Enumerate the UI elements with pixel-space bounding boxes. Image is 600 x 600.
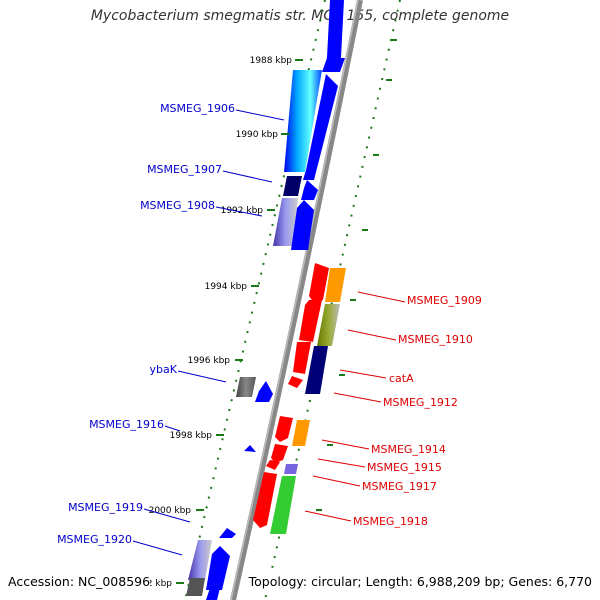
gene-block[interactable] (325, 268, 346, 302)
tick-label: 1998 kbp (170, 431, 213, 441)
gene-block[interactable] (305, 346, 328, 394)
gene-label-msmeg-1915[interactable]: MSMEG_1915 (367, 461, 442, 474)
minor-ticks (316, 39, 397, 511)
gene-label-msmeg-1916[interactable]: MSMEG_1916 (89, 418, 164, 431)
gene-label-group: MSMEG_1918 (304, 510, 428, 528)
gene-label-msmeg-1918[interactable]: MSMEG_1918 (353, 515, 428, 528)
scale-tick: 1990 kbp (236, 130, 289, 140)
scale-ticks: 1988 kbp 1990 kbp 1992 kbp 1994 kbp 1996… (130, 56, 303, 589)
gene-label-msmeg-1910[interactable]: MSMEG_1910 (398, 333, 473, 346)
gene-label-msmeg-1907[interactable]: MSMEG_1907 (147, 163, 222, 176)
left-gene-labels: MSMEG_1906 MSMEG_1907 MSMEG_1908 ybaK MS… (57, 102, 285, 556)
gene-label-group: MSMEG_1917 (312, 475, 437, 493)
gene-block[interactable] (206, 588, 220, 600)
tick-label: 1996 kbp (188, 356, 231, 366)
gene-label-group: MSMEG_1915 (317, 458, 442, 474)
scale-tick: 1998 kbp (170, 431, 224, 441)
gene-block[interactable] (317, 304, 340, 346)
gene-block[interactable] (299, 300, 322, 342)
gene-block[interactable] (271, 444, 288, 463)
tick-label: 1990 kbp (236, 130, 279, 140)
scale-tick: 2000 kbp (149, 506, 204, 516)
gene-label-group: MSMEG_1906 (160, 102, 285, 121)
gene-label-msmeg-1917[interactable]: MSMEG_1917 (362, 480, 437, 493)
gene-label-group: MSMEG_1916 (89, 418, 181, 432)
gene-label-group: MSMEG_1912 (333, 392, 458, 409)
gene-block[interactable] (219, 528, 236, 538)
gene-block[interactable] (275, 416, 293, 442)
gene-label-group: catA (339, 369, 414, 385)
left-strand-genes (186, 0, 345, 600)
tick-label: 2002 kbp (130, 579, 173, 589)
gene-block[interactable] (266, 460, 280, 470)
map-title: Mycobacterium smegmatis str. MC2 155, co… (90, 8, 510, 24)
gene-label-msmeg-1919[interactable]: MSMEG_1919 (68, 501, 143, 514)
genome-summary-text: Topology: circular; Length: 6,988,209 bp… (248, 574, 592, 589)
gene-block[interactable] (303, 74, 338, 180)
accession-text: Accession: NC_008596 (8, 574, 151, 589)
gene-block[interactable] (288, 376, 303, 388)
gene-block[interactable] (283, 176, 302, 196)
scale-tick: 1994 kbp (205, 282, 259, 292)
gene-block[interactable] (291, 200, 314, 250)
gene-block[interactable] (188, 540, 212, 580)
scale-tick: 2002 kbp (130, 579, 184, 589)
gene-label-group: MSMEG_1910 (347, 329, 473, 346)
gene-label-group: MSMEG_1920 (57, 533, 183, 556)
gene-label-msmeg-1908[interactable]: MSMEG_1908 (140, 199, 215, 212)
right-strand-genes (253, 263, 346, 534)
scale-tick: 1992 kbp (221, 206, 275, 216)
genome-backbone (230, 0, 363, 600)
gene-block[interactable] (301, 180, 318, 200)
gene-block[interactable] (186, 578, 205, 596)
gene-label-group: MSMEG_1907 (147, 163, 273, 183)
scale-tick: 1988 kbp (250, 56, 303, 66)
gene-label-ybak[interactable]: ybaK (150, 363, 178, 376)
gene-block[interactable] (293, 342, 311, 374)
gene-label-msmeg-1920[interactable]: MSMEG_1920 (57, 533, 132, 546)
gene-label-group: MSMEG_1914 (321, 439, 446, 456)
gene-block[interactable] (253, 472, 277, 528)
gene-label-group: MSMEG_1919 (68, 501, 191, 523)
tick-label: 1994 kbp (205, 282, 248, 292)
gene-block[interactable] (206, 546, 230, 590)
right-gene-labels: MSMEG_1909 MSMEG_1910 catA MSMEG_1912 MS… (304, 291, 482, 528)
gene-block[interactable] (284, 70, 322, 172)
scale-tick: 1996 kbp (188, 356, 243, 366)
gene-block[interactable] (322, 58, 345, 72)
gene-label-msmeg-1914[interactable]: MSMEG_1914 (371, 443, 446, 456)
gene-block[interactable] (309, 263, 329, 303)
gene-label-msmeg-1906[interactable]: MSMEG_1906 (160, 102, 235, 115)
gene-label-msmeg-1909[interactable]: MSMEG_1909 (407, 294, 482, 307)
gene-block[interactable] (255, 381, 273, 402)
tick-label: 1992 kbp (221, 206, 264, 216)
gene-block[interactable] (236, 377, 256, 397)
gene-block[interactable] (284, 464, 298, 474)
gene-label-group: MSMEG_1909 (357, 291, 482, 307)
gene-label-cata[interactable]: catA (389, 372, 414, 385)
gene-label-msmeg-1912[interactable]: MSMEG_1912 (383, 396, 458, 409)
tick-label: 1988 kbp (250, 56, 293, 66)
gene-block[interactable] (244, 445, 256, 452)
tick-label: 2000 kbp (149, 506, 192, 516)
gene-block[interactable] (292, 420, 310, 446)
gene-block[interactable] (326, 0, 344, 60)
gene-label-group: ybaK (150, 363, 227, 383)
gene-block[interactable] (273, 198, 298, 246)
gene-block[interactable] (270, 476, 296, 534)
gene-label-group: MSMEG_1908 (140, 199, 263, 217)
